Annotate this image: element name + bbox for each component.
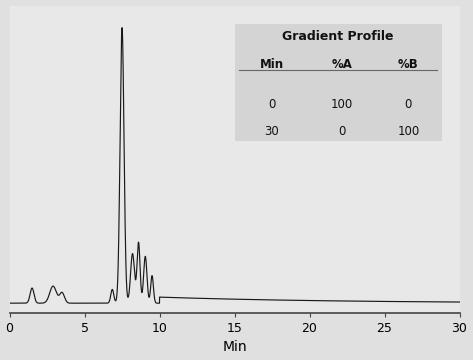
Text: Gradient Profile: Gradient Profile — [282, 30, 394, 43]
Text: %A: %A — [332, 58, 352, 71]
Text: 100: 100 — [331, 98, 353, 111]
Text: 100: 100 — [397, 125, 420, 138]
Text: %B: %B — [398, 58, 419, 71]
Text: 0: 0 — [339, 125, 346, 138]
X-axis label: Min: Min — [222, 341, 247, 355]
FancyBboxPatch shape — [235, 24, 441, 141]
Text: Min: Min — [260, 58, 284, 71]
Text: 0: 0 — [268, 98, 275, 111]
Text: 30: 30 — [264, 125, 279, 138]
Text: 0: 0 — [405, 98, 412, 111]
